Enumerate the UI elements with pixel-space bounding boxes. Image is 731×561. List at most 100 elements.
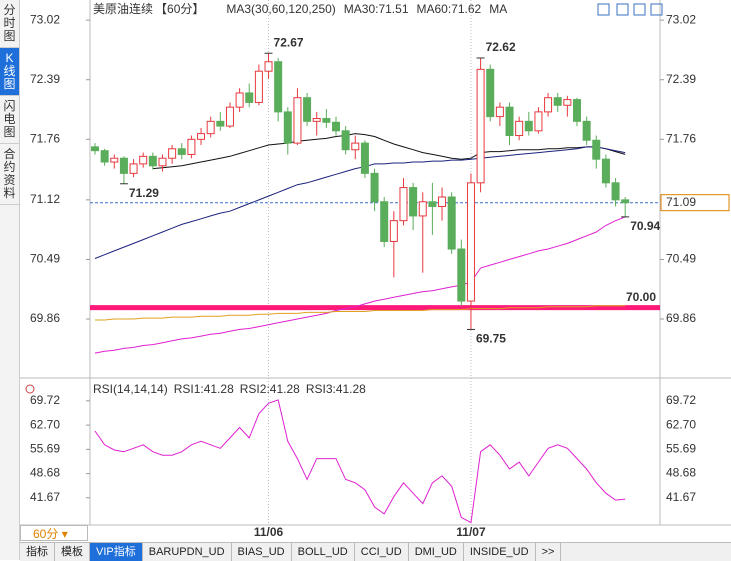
period-selector[interactable]: 60分 ▾	[20, 525, 88, 541]
sidebar-tab[interactable]: 闪电图	[0, 96, 19, 144]
y-tick-label: 71.12	[30, 192, 60, 206]
candle-body	[225, 106, 234, 127]
candle-body	[486, 68, 495, 118]
candle-body	[438, 196, 447, 207]
rsi-tick-label: 55.69	[30, 442, 60, 456]
bottom-tab[interactable]: >>	[536, 543, 562, 561]
candle-body	[187, 138, 196, 155]
candle-body	[293, 97, 302, 144]
candle-body	[553, 97, 562, 106]
bottom-tab[interactable]: BIAS_UD	[232, 543, 292, 561]
settings-icon[interactable]	[25, 384, 35, 394]
y-tick-label-right: 73.02	[666, 12, 696, 26]
y-tick-label: 71.76	[30, 131, 60, 145]
candle-body	[380, 201, 389, 242]
ma-legend: MA3(30,60,120,250)	[226, 2, 335, 16]
ma-legend: MA60:71.62	[417, 2, 482, 16]
candle-body	[312, 118, 321, 122]
candle-body	[216, 120, 225, 127]
bottom-tab[interactable]: INSIDE_UD	[464, 543, 536, 561]
candle-body	[601, 158, 610, 184]
rsi-tick-label: 69.72	[30, 393, 60, 407]
sidebar: 分时图 K线图 闪电图 合约资料	[0, 0, 20, 560]
candle-body	[466, 182, 475, 302]
candle-body	[370, 172, 379, 203]
candle-body	[534, 111, 543, 132]
bottom-tab[interactable]: 指标	[20, 543, 55, 561]
candle-body	[418, 201, 427, 217]
bottom-tab[interactable]: 模板	[55, 543, 90, 561]
candle-body	[582, 120, 591, 141]
annotation-label: 70.94	[630, 219, 660, 233]
chart-title: 美原油连续	[93, 1, 153, 16]
candle-body	[611, 182, 620, 201]
ma-legend: MA30:71.51	[344, 2, 409, 16]
rsi-tick-label-right: 69.72	[666, 393, 696, 407]
current-price-box	[660, 194, 730, 212]
candle-body	[505, 106, 514, 137]
rsi-tick-label-right: 62.70	[666, 417, 696, 431]
rsi-tick-label-right: 55.69	[666, 442, 696, 456]
y-tick-label: 73.02	[30, 12, 60, 26]
candle-body	[264, 61, 273, 72]
rsi-tick-label: 48.68	[30, 466, 60, 480]
candle-body	[91, 146, 99, 152]
toolbar-icons[interactable]	[597, 3, 663, 16]
x-tick-label: 11/06	[254, 525, 284, 539]
candle-body	[322, 118, 331, 123]
candle-body	[563, 99, 572, 106]
ma-line	[94, 146, 626, 259]
rsi-line	[94, 399, 626, 524]
candle-body	[197, 133, 206, 140]
candle-body	[168, 148, 177, 159]
ma-legend: MA	[489, 2, 507, 16]
bottom-tab[interactable]: DMI_UD	[409, 543, 464, 561]
sidebar-tab[interactable]: 分时图	[0, 0, 19, 48]
candle-body	[283, 111, 292, 144]
candle-body	[254, 70, 263, 103]
candle-body	[119, 157, 128, 174]
y-tick-label: 69.86	[30, 311, 60, 325]
candle-body	[409, 187, 418, 217]
candle-body	[621, 199, 630, 204]
bottom-tab[interactable]: VIP指标	[90, 543, 143, 561]
candle-body	[303, 97, 312, 122]
candle-body	[389, 220, 398, 242]
candle-body	[245, 92, 254, 103]
bottom-tabs: 指标 模板 VIP指标 BARUPDN_UD BIAS_UD BOLL_UD CCI_UD D…	[20, 542, 731, 561]
candle-body	[129, 163, 138, 174]
candle-body	[332, 121, 340, 132]
bottom-tab[interactable]: BARUPDN_UD	[143, 543, 232, 561]
y-tick-label-right: 72.39	[666, 72, 696, 86]
candle-body	[177, 148, 186, 155]
annotation-label: 69.75	[476, 332, 506, 346]
rsi-legend: RSI2:41.28	[240, 382, 300, 396]
candle-body	[351, 142, 360, 151]
rsi-tick-label: 62.70	[30, 417, 60, 431]
candle-body	[235, 92, 244, 108]
sidebar-tab[interactable]: 合约资料	[0, 144, 19, 205]
candle-body	[515, 120, 524, 137]
bottom-tab[interactable]: CCI_UD	[355, 543, 409, 561]
ma-line	[152, 133, 626, 170]
y-tick-label-right: 70.49	[666, 252, 696, 266]
annotation-label: 72.62	[486, 40, 516, 54]
candle-body	[457, 248, 466, 302]
y-tick-label-right: 71.76	[666, 131, 696, 145]
annotation-label: 72.67	[274, 35, 304, 49]
candle-body	[158, 157, 167, 167]
rsi-tick-label-right: 41.67	[666, 490, 696, 504]
period-label: 【60分】	[155, 2, 204, 16]
candle-body	[573, 99, 581, 122]
sidebar-tab[interactable]: K线图	[0, 48, 19, 96]
candle-body	[274, 61, 283, 113]
candle-body	[206, 120, 215, 135]
candle-body	[495, 106, 504, 118]
candle-body	[360, 142, 369, 174]
candle-body	[476, 68, 485, 184]
candle-body	[100, 150, 109, 163]
candle-body	[524, 120, 533, 132]
bottom-tab[interactable]: BOLL_UD	[292, 543, 355, 561]
